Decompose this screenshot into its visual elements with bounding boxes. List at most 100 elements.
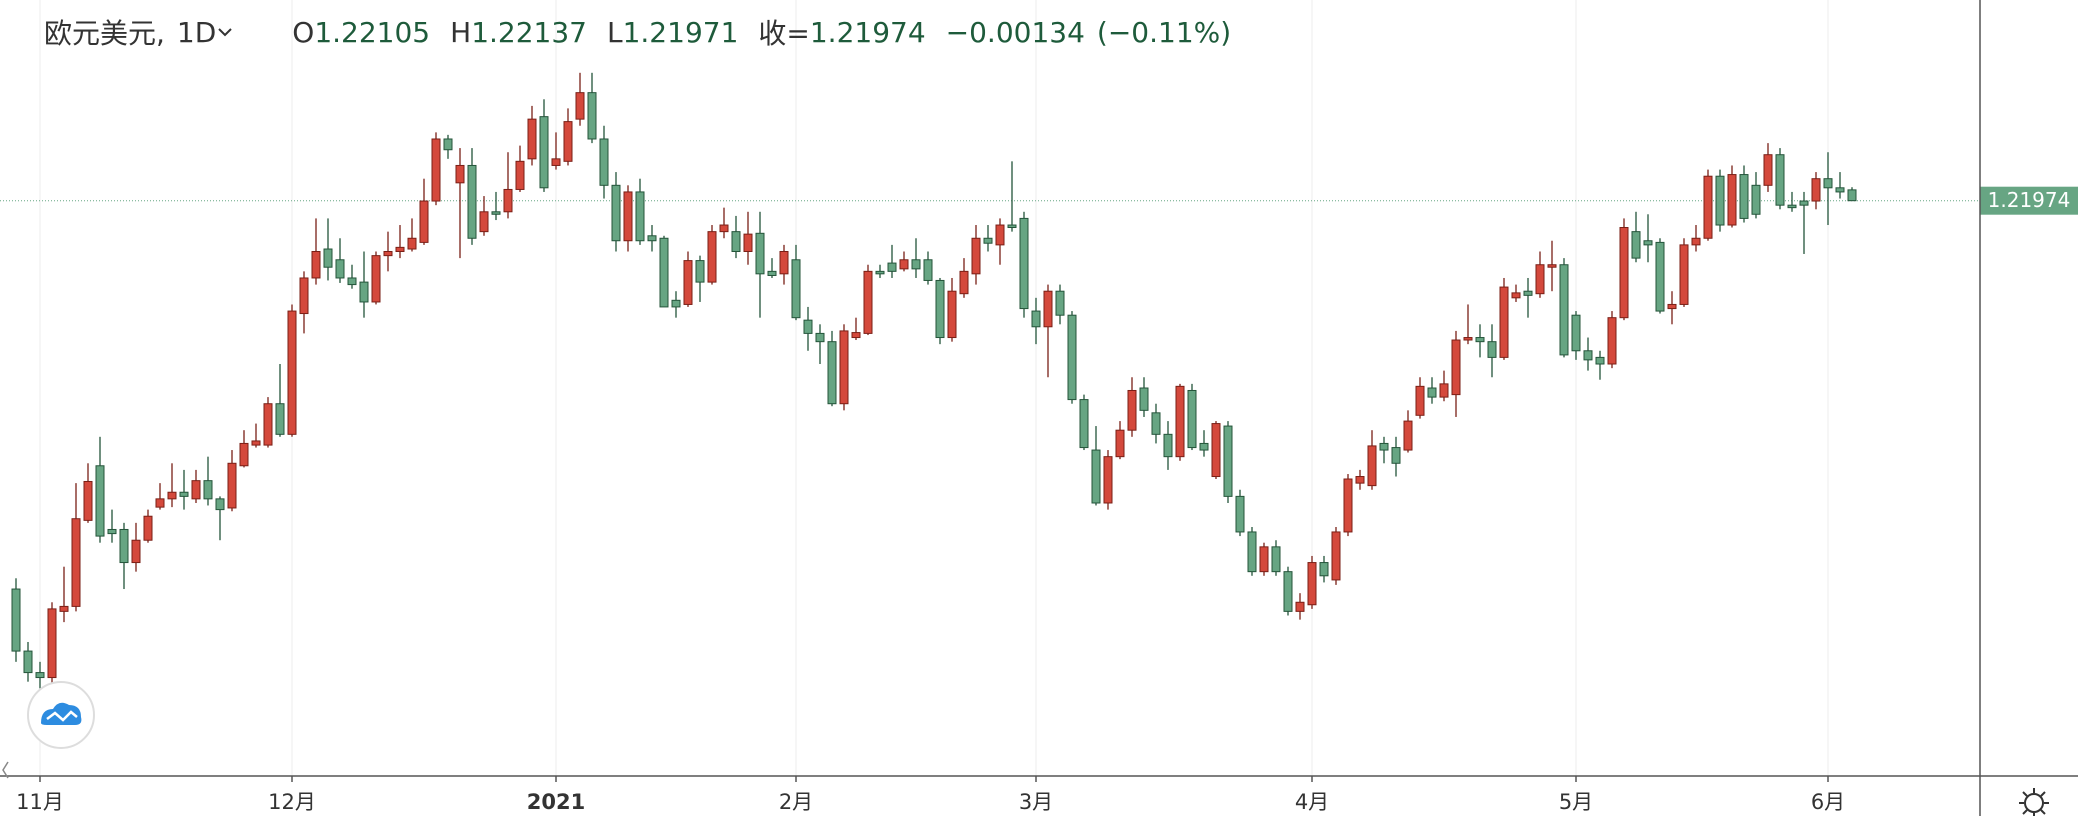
candle-body <box>539 116 549 189</box>
candle-body <box>167 491 177 500</box>
candle <box>1019 211 1029 318</box>
candle-body <box>683 260 693 305</box>
candle <box>1775 148 1785 210</box>
candle <box>1415 377 1425 419</box>
candle-body <box>527 118 537 160</box>
candle <box>1115 421 1125 460</box>
interval[interactable]: 1D <box>176 15 217 49</box>
candle-body <box>323 248 333 268</box>
candle <box>287 304 297 437</box>
candle-body <box>371 255 381 303</box>
candle <box>1787 191 1797 212</box>
candle-body <box>191 480 201 500</box>
candle-body <box>1223 425 1233 497</box>
scroll-left[interactable] <box>2 761 9 779</box>
candle-body <box>1235 495 1245 533</box>
low-value: 1.21971 <box>622 15 739 49</box>
candle-body <box>95 465 105 537</box>
candle-body <box>1703 175 1713 239</box>
candle-body <box>1727 174 1737 226</box>
candle <box>1163 421 1173 470</box>
candle-body <box>635 191 645 242</box>
candle-body <box>1067 314 1077 401</box>
settings-icon[interactable] <box>2019 788 2049 816</box>
candle <box>431 132 441 206</box>
candle-body <box>83 480 93 521</box>
candle-body <box>503 188 513 213</box>
candle <box>347 264 357 289</box>
candle <box>1295 593 1305 620</box>
candle-body <box>263 403 273 446</box>
candle <box>311 218 321 285</box>
candle <box>491 191 501 221</box>
candle-body <box>899 259 909 270</box>
candle <box>1607 311 1617 369</box>
logo[interactable] <box>27 681 95 749</box>
candle <box>527 105 537 166</box>
candle <box>1463 304 1473 345</box>
candle-body <box>1799 200 1809 206</box>
candle-body <box>647 235 657 242</box>
candle-body <box>443 138 453 151</box>
candle <box>563 108 573 166</box>
candle <box>635 178 645 245</box>
logo-wave[interactable] <box>46 710 78 722</box>
candle-body <box>1175 385 1185 458</box>
candle-body <box>1211 423 1221 478</box>
candle-body <box>23 650 33 674</box>
candle-body <box>515 160 525 190</box>
candle <box>1355 469 1365 490</box>
symbol[interactable]: 欧元美元, <box>44 17 165 50</box>
candle <box>995 218 1005 265</box>
candle <box>251 423 261 448</box>
candle-body <box>1811 178 1821 202</box>
candle <box>1763 143 1773 192</box>
candle-body <box>659 237 669 308</box>
candle-body <box>971 237 981 275</box>
candle-body <box>1259 546 1269 573</box>
candle <box>1679 238 1689 307</box>
candle-body <box>767 270 777 276</box>
candle-body <box>563 121 573 162</box>
candle <box>731 215 741 259</box>
candle <box>1403 410 1413 453</box>
candle-body <box>695 260 705 283</box>
candle <box>719 207 729 239</box>
candle <box>923 251 933 285</box>
candle-body <box>575 92 585 120</box>
x-tick-label: 2021 <box>527 790 585 814</box>
candle-body <box>1511 292 1521 299</box>
candle <box>1211 421 1221 480</box>
candle <box>203 456 213 506</box>
candle-body <box>1307 562 1317 606</box>
candle <box>1619 218 1629 321</box>
candle-body <box>1595 356 1605 365</box>
candle-body <box>1619 227 1629 319</box>
candle <box>1043 284 1053 378</box>
candle-body <box>935 279 945 339</box>
candle-body <box>131 539 141 564</box>
interval-chevron[interactable] <box>216 23 234 41</box>
candle <box>815 324 825 365</box>
candle <box>1715 169 1725 232</box>
gear[interactable] <box>2024 793 2044 813</box>
candle-body <box>1739 174 1749 219</box>
candle <box>83 463 93 523</box>
candle <box>323 218 333 281</box>
candle-body <box>431 138 441 202</box>
candle <box>1847 187 1857 202</box>
candle <box>95 436 105 543</box>
x-tick-label: 12月 <box>268 790 316 814</box>
candle-body <box>1091 449 1101 504</box>
candle-body <box>815 332 825 343</box>
candle-body <box>1751 184 1761 215</box>
candle-body <box>335 259 345 279</box>
candle <box>803 306 813 351</box>
open-value: 1.22105 <box>314 15 431 49</box>
candle <box>695 255 705 302</box>
logo-cloud[interactable] <box>41 702 82 725</box>
change-pct: (−0.11%) <box>1096 15 1232 49</box>
candle <box>335 238 345 283</box>
candle <box>623 185 633 252</box>
candle-body <box>1043 290 1053 328</box>
